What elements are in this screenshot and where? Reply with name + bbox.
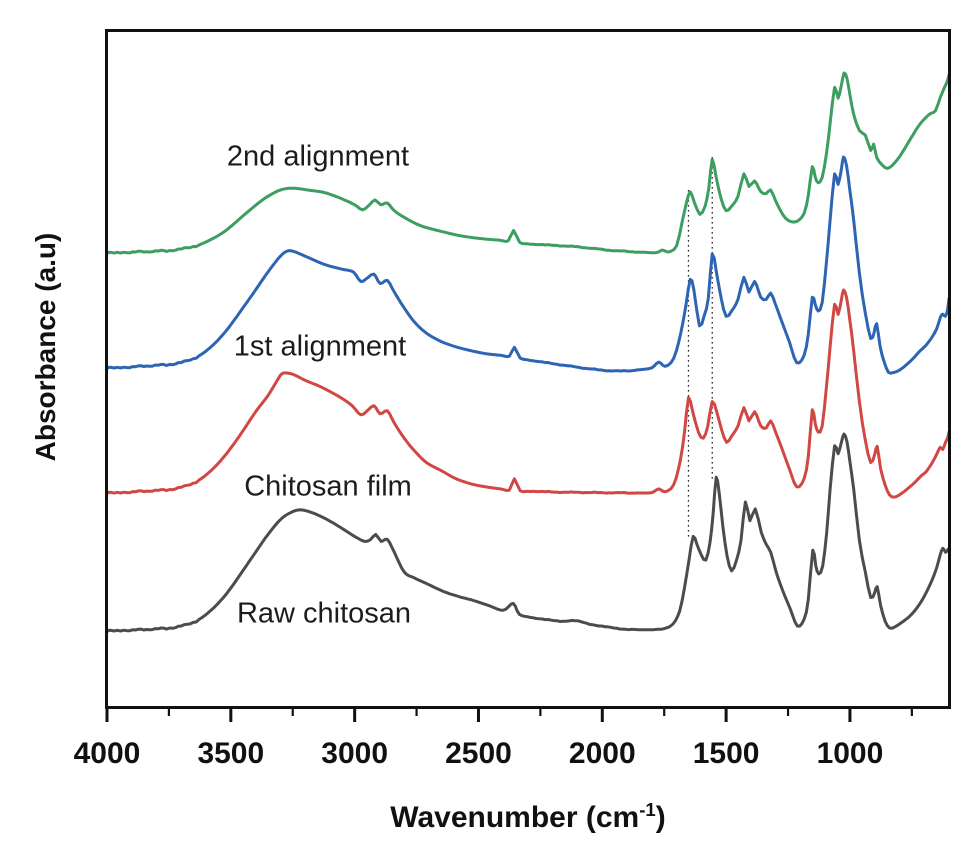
- x-tick-label: 4000: [74, 737, 141, 770]
- curve-label-1st-alignment: 1st alignment: [233, 330, 407, 363]
- x-axis-title-text: Wavenumber (cm: [390, 801, 640, 834]
- spectrum-curve-chitosan-film: [105, 288, 951, 499]
- x-tick-label: 3500: [197, 737, 264, 770]
- x-tick-label: 1000: [817, 737, 884, 770]
- spectrum-curve-2nd-alignment: [105, 71, 951, 256]
- spectrum-curve-1st-alignment: [105, 155, 951, 375]
- x-tick-label: 1500: [693, 737, 760, 770]
- curve-label-2nd-alignment: 2nd alignment: [226, 140, 410, 173]
- spectrum-curve-raw-chitosan: [105, 432, 951, 634]
- x-axis-title-superscript: -1: [639, 799, 656, 820]
- x-axis-title: Wavenumber (cm-1): [390, 799, 666, 835]
- x-tick-label: 2000: [569, 737, 636, 770]
- x-axis-title-close: ): [655, 801, 666, 834]
- curve-label-chitosan-film: Chitosan film: [244, 470, 412, 503]
- y-axis-title: Absorbance (a.u): [30, 232, 61, 462]
- curve-label-raw-chitosan: Raw chitosan: [236, 597, 412, 630]
- x-tick-label: 3000: [321, 737, 388, 770]
- x-tick-label: 2500: [445, 737, 512, 770]
- plot-frame: [105, 29, 951, 709]
